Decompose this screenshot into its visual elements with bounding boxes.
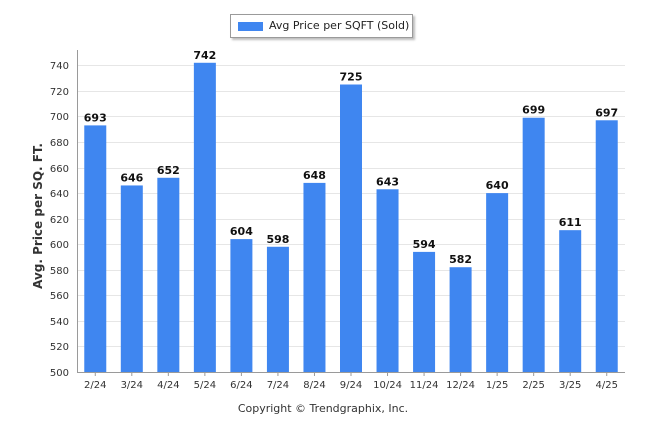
x-tick-label: 4/24 <box>157 380 179 391</box>
data-label: 725 <box>340 71 363 84</box>
data-label: 594 <box>413 238 436 251</box>
data-label: 697 <box>595 106 618 119</box>
bar <box>230 239 253 372</box>
data-label: 646 <box>120 171 143 184</box>
x-tick-label: 3/24 <box>121 380 143 391</box>
legend-label: Avg Price per SQFT (Sold) <box>269 19 410 32</box>
y-tick-label: 520 <box>50 342 69 353</box>
bar <box>559 230 582 372</box>
y-tick-label: 540 <box>50 317 69 328</box>
data-label: 604 <box>230 225 253 238</box>
data-label: 699 <box>522 104 545 117</box>
data-label: 598 <box>266 233 289 246</box>
data-label: 693 <box>84 111 107 124</box>
data-label: 611 <box>559 216 582 229</box>
copyright-text: Copyright © Trendgraphix, Inc. <box>237 402 409 415</box>
y-tick-label: 700 <box>50 112 69 123</box>
data-label: 742 <box>193 49 216 62</box>
data-label: 652 <box>157 164 180 177</box>
data-label: 582 <box>449 253 472 266</box>
x-tick-label: 2/24 <box>84 380 106 391</box>
bar <box>413 251 436 372</box>
x-tick-label: 2/25 <box>522 380 544 391</box>
x-tick-label: 8/24 <box>303 380 325 391</box>
x-tick-label: 3/25 <box>559 380 581 391</box>
x-tick-label: 1/25 <box>486 380 508 391</box>
bar <box>449 267 472 372</box>
y-tick-label: 680 <box>50 138 69 149</box>
bar <box>84 125 107 372</box>
bar <box>120 185 143 372</box>
y-tick-label: 580 <box>50 266 69 277</box>
x-tick-label: 9/24 <box>340 380 362 391</box>
x-tick-label: 4/25 <box>595 380 617 391</box>
bar <box>303 182 326 372</box>
bar <box>266 246 289 372</box>
x-tick-label: 5/24 <box>194 380 216 391</box>
y-tick-label: 600 <box>50 240 69 251</box>
y-tick-label: 640 <box>50 189 69 200</box>
y-tick-label: 660 <box>50 164 69 175</box>
bar <box>193 62 216 373</box>
bar <box>595 120 618 373</box>
data-label: 640 <box>486 179 509 192</box>
bar <box>157 177 180 372</box>
y-tick-label: 560 <box>50 291 69 302</box>
bar <box>340 84 362 372</box>
data-label: 648 <box>303 169 326 182</box>
y-tick-label: 620 <box>50 215 69 226</box>
y-axis-label: Avg. Price per SQ. FT. <box>31 143 45 289</box>
x-tick-label: 6/24 <box>230 380 252 391</box>
bar <box>522 117 545 372</box>
legend-swatch <box>238 22 263 31</box>
x-tick-label: 7/24 <box>267 380 289 391</box>
y-tick-label: 500 <box>50 368 69 379</box>
y-tick-label: 720 <box>50 87 69 98</box>
legend: Avg Price per SQFT (Sold) <box>230 14 413 38</box>
x-tick-label: 10/24 <box>373 380 402 391</box>
bar <box>376 189 399 372</box>
x-tick-label: 12/24 <box>446 380 475 391</box>
y-tick-label: 740 <box>50 61 69 72</box>
x-tick-label: 11/24 <box>410 380 439 391</box>
data-label: 643 <box>376 175 399 188</box>
bar <box>486 193 509 372</box>
